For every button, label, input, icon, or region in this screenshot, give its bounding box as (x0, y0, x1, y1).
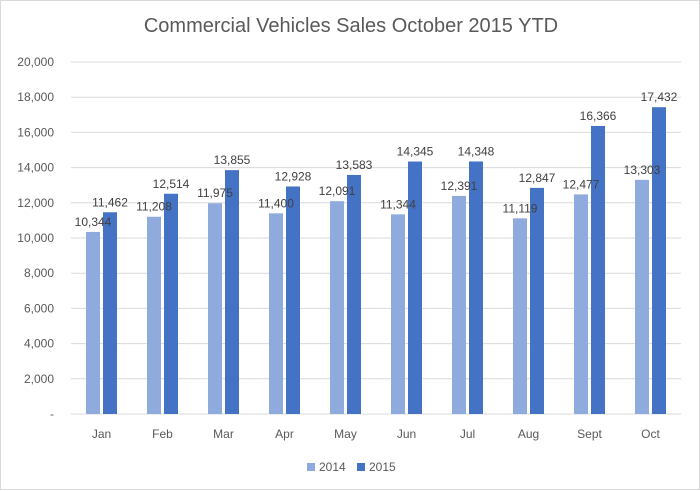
x-tick-label: Jun (397, 427, 416, 441)
bar-2014-aug (513, 218, 527, 414)
y-tick-label: 16,000 (17, 125, 54, 139)
y-tick-label: 4,000 (24, 337, 54, 351)
x-tick-label: Jul (460, 427, 475, 441)
bar-2015-jan (103, 212, 117, 414)
x-tick-label: Oct (641, 427, 660, 441)
data-label-2014-oct: 13,303 (624, 163, 661, 177)
y-tick-label: 8,000 (24, 266, 54, 280)
data-label-2014-mar: 11,975 (197, 186, 233, 200)
legend-label-2014: 2014 (319, 460, 346, 474)
legend-swatch-2014 (307, 463, 315, 471)
bar-2015-aug (530, 187, 544, 414)
data-label-2015-apr: 12,928 (275, 169, 312, 183)
bar-2014-sept (574, 194, 588, 414)
bar-2015-jul (469, 161, 483, 414)
data-label-2014-jan: 10,344 (75, 215, 112, 229)
x-tick-label: Mar (213, 427, 234, 441)
y-tick-label: 10,000 (17, 231, 54, 245)
data-label-2015-may: 13,583 (336, 158, 373, 172)
x-tick-label: Jan (92, 427, 111, 441)
bar-2015-oct (652, 107, 666, 414)
y-tick-label: 6,000 (24, 301, 54, 315)
legend: 2014 2015 (307, 460, 396, 474)
bar-2014-oct (635, 179, 649, 414)
data-label-2015-jun: 14,345 (397, 145, 434, 159)
data-label-2014-may: 12,091 (319, 184, 356, 198)
bar-2014-jan (86, 231, 100, 414)
data-label-2015-aug: 12,847 (519, 171, 556, 185)
y-tick-label: 2,000 (24, 372, 54, 386)
chart-title: Commercial Vehicles Sales October 2015 Y… (143, 15, 559, 37)
data-label-2014-feb: 11,208 (136, 200, 172, 214)
y-tick-label: 14,000 (17, 161, 54, 175)
data-labels: 10,344 11,462 11,208 12,514 11,975 13,855 11,4… (75, 90, 678, 229)
x-tick-label: Feb (152, 427, 173, 441)
legend-swatch-2015 (357, 463, 365, 471)
data-label-2015-mar: 13,855 (214, 153, 251, 167)
y-tick-label: 20,000 (17, 55, 54, 69)
bar-2015-may (347, 174, 361, 414)
data-label-2015-sept: 16,366 (580, 109, 617, 123)
bars (86, 107, 666, 414)
bar-2014-apr (269, 213, 283, 414)
bar-2014-jun (391, 214, 405, 414)
bar-2015-jun (408, 161, 422, 414)
x-tick-label: Sept (577, 427, 602, 441)
bar-2015-feb (164, 193, 178, 414)
bar-2014-may (330, 201, 344, 414)
data-label-2015-jul: 14,348 (458, 144, 495, 158)
data-label-2015-feb: 12,514 (153, 177, 190, 191)
bar-2014-feb (147, 216, 161, 414)
y-axis-tick-labels: - 2,000 4,000 6,000 8,000 10,000 12,000 14,000 1… (17, 55, 54, 421)
y-tick-label: 12,000 (17, 196, 54, 210)
data-label-2014-jun: 11,344 (380, 197, 416, 211)
data-label-2015-jan: 11,462 (92, 195, 128, 209)
data-label-2014-jul: 12,391 (441, 179, 478, 193)
bar-2015-apr (286, 186, 300, 414)
data-label-2014-sept: 12,477 (563, 177, 600, 191)
data-label-2014-aug: 11,119 (503, 201, 538, 215)
y-tick-label: 18,000 (17, 90, 54, 104)
bar-2014-jul (452, 195, 466, 414)
bar-2015-sept (591, 125, 605, 414)
x-tick-label: Apr (275, 427, 294, 441)
data-label-2015-oct: 17,432 (641, 90, 678, 104)
x-tick-label: May (334, 427, 357, 441)
bar-2014-mar (208, 203, 222, 414)
x-axis-tick-labels: Jan Feb Mar Apr May Jun Jul Aug Sept Oct (92, 427, 661, 441)
y-tick-label: - (50, 407, 54, 421)
bar-2015-mar (225, 170, 239, 414)
x-tick-label: Aug (518, 427, 539, 441)
legend-label-2015: 2015 (369, 460, 396, 474)
data-label-2014-apr: 11,400 (258, 196, 294, 210)
